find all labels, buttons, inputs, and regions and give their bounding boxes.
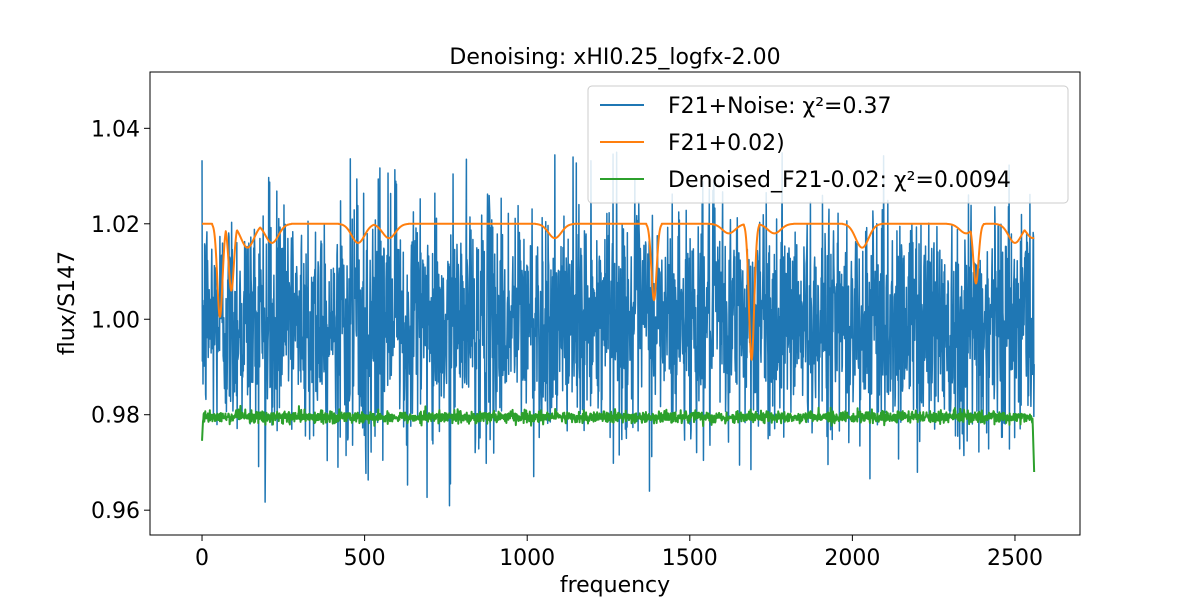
x-axis-label: frequency — [560, 573, 670, 598]
y-tick-label: 0.96 — [91, 499, 140, 524]
x-tick-label: 1500 — [662, 546, 718, 571]
series-noise-line — [201, 151, 1035, 507]
legend-entry: F21+0.02) — [668, 131, 785, 156]
x-tick-label: 500 — [344, 546, 386, 571]
legend-entry: Denoised_F21-0.02: χ²=0.0094 — [668, 168, 1011, 193]
series-f21-line — [201, 222, 1035, 361]
y-tick-label: 1.02 — [91, 213, 140, 238]
chart-title: Denoising: xHI0.25_logfx-2.00 — [449, 45, 780, 70]
x-tick-label: 2000 — [824, 546, 880, 571]
legend: F21+Noise: χ²=0.37 F21+0.02) Denoised_F21-… — [587, 85, 1069, 204]
legend-box — [587, 85, 1069, 204]
x-tick-label: 0 — [195, 546, 209, 571]
legend-entry: F21+Noise: χ²=0.37 — [668, 94, 891, 119]
y-tick-label: 1.00 — [91, 308, 140, 333]
y-tick-label: 1.04 — [91, 117, 140, 142]
x-axis: 0 500 1000 1500 2000 2500 — [195, 535, 1043, 571]
series-denoised-line — [201, 404, 1036, 473]
x-tick-label: 1000 — [499, 546, 555, 571]
y-axis-label: flux/S147 — [55, 251, 80, 355]
x-tick-label: 2500 — [987, 546, 1043, 571]
y-axis: 0.96 0.98 1.00 1.02 1.04 — [91, 117, 150, 524]
plot-frame — [149, 71, 1081, 536]
plot-area — [149, 71, 1081, 536]
y-tick-label: 0.98 — [91, 404, 140, 429]
